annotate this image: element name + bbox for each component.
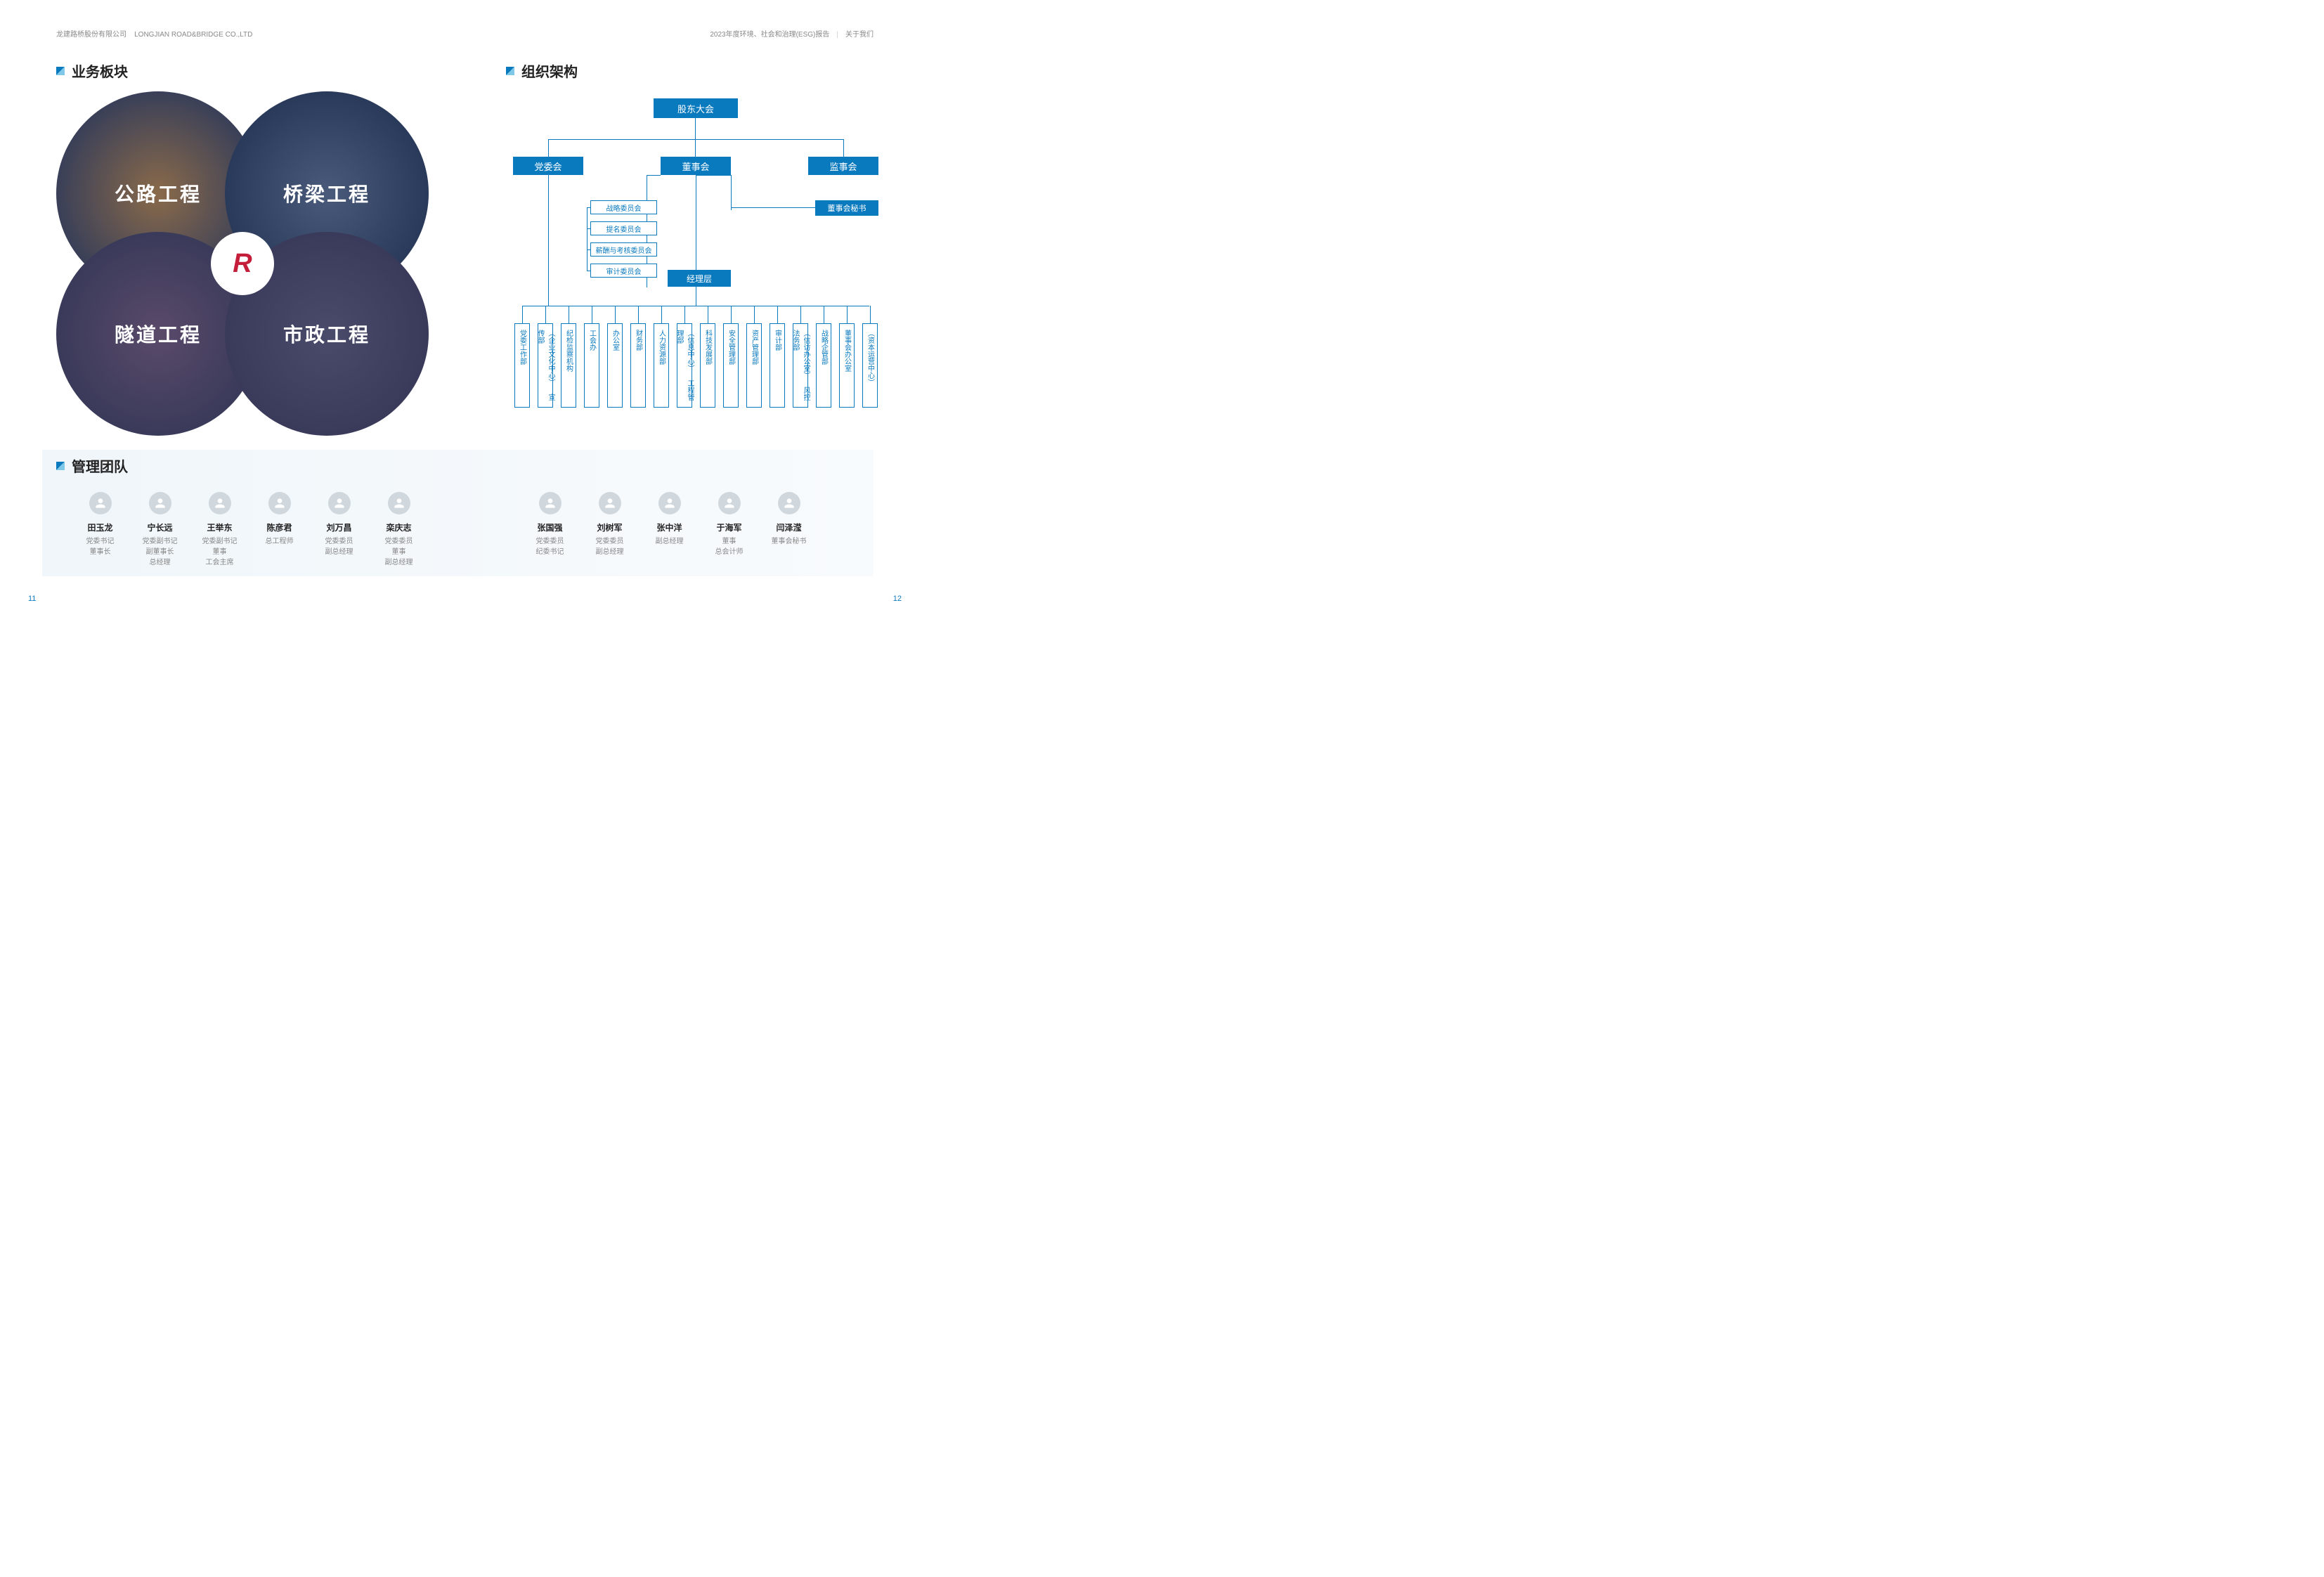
avatar-icon [599,492,621,514]
avatar-icon [209,492,231,514]
member-title: 党委副书记 副董事长 总经理 [130,536,190,568]
avatar-icon [89,492,112,514]
member-title: 副总经理 [640,536,699,547]
team-member: 宁长远 党委副书记 副董事长 总经理 [130,492,190,568]
member-title: 总工程师 [249,536,309,547]
member-title: 党委委员 董事 副总经理 [369,536,429,568]
avatar-icon [328,492,351,514]
avatar-icon [778,492,800,514]
team-row-right: 张国强 党委委员 纪委书记 刘树军 党委委员 副总经理 张中洋 副总经理 于海军… [520,492,819,557]
avatar-icon [388,492,410,514]
member-name: 闫泽滢 [759,521,819,533]
avatar-icon [658,492,681,514]
team-member: 张中洋 副总经理 [640,492,699,557]
member-name: 张国强 [520,521,580,533]
org-chart: 股东大会 党委会 董事会 监事会 战略委员会 提名委员会 薪酬与考核委员会 审计… [506,98,885,422]
member-title: 党委委员 副总经理 [309,536,369,557]
team-member: 栾庆志 党委委员 董事 副总经理 [369,492,429,568]
header-left: 龙建路桥股份有限公司 LONGJIAN ROAD&BRIDGE CO.,LTD [56,28,252,39]
team-member: 于海军 董事 总会计师 [699,492,759,557]
org-dept-2: 纪检监察机构 [561,323,576,408]
org-dept-5: 财务部 [630,323,646,408]
member-name: 刘万昌 [309,521,369,533]
venn-center-logo: R [211,232,274,295]
avatar-icon [268,492,291,514]
org-l2-board: 董事会 [661,157,731,175]
member-title: 党委委员 副总经理 [580,536,640,557]
team-member: 张国强 党委委员 纪委书记 [520,492,580,557]
org-dept-0: 党委工作部 [514,323,530,408]
page-number-right: 12 [893,595,902,603]
section-title-business: 业务板块 [56,60,128,81]
org-dept-11: 审计部 [770,323,785,408]
member-name: 田玉龙 [70,521,130,533]
business-venn: 公路工程 桥梁工程 隧道工程 市政工程 R [42,91,443,436]
org-dept-13: 战略企管部 [816,323,831,408]
member-title: 董事 总会计师 [699,536,759,557]
org-dept-1: （企业文化中心） 宣传部 [538,323,553,408]
org-dept-10: 资产管理部 [746,323,762,408]
org-l2-supervisor: 监事会 [808,157,878,175]
org-dept-7: （信息中心） 工程管理部 [677,323,692,408]
header-right: 2023年度环境、社会和治理(ESG)报告|关于我们 [710,28,874,39]
org-l2-party: 党委会 [513,157,583,175]
org-l1-shareholders: 股东大会 [654,98,738,118]
org-dept-4: 办公室 [607,323,623,408]
org-dept-9: 安全管理部 [723,323,739,408]
org-dept-14: 董事会办公室 [839,323,855,408]
member-name: 王举东 [190,521,249,533]
team-member: 陈彦君 总工程师 [249,492,309,568]
avatar-icon [718,492,741,514]
section-title-org: 组织架构 [506,60,578,81]
org-management: 经理层 [668,270,731,287]
org-secretary: 董事会秘书 [815,200,878,216]
member-title: 党委副书记 董事 工会主席 [190,536,249,568]
org-committee-compensation: 薪酬与考核委员会 [590,242,657,257]
member-name: 张中洋 [640,521,699,533]
avatar-icon [539,492,561,514]
team-member: 王举东 党委副书记 董事 工会主席 [190,492,249,568]
member-name: 于海军 [699,521,759,533]
org-committee-audit: 审计委员会 [590,264,657,278]
page-number-left: 11 [28,595,36,603]
member-title: 党委委员 纪委书记 [520,536,580,557]
member-name: 栾庆志 [369,521,429,533]
member-name: 宁长远 [130,521,190,533]
member-title: 董事会秘书 [759,536,819,547]
org-committee-nomination: 提名委员会 [590,221,657,235]
team-member: 刘万昌 党委委员 副总经理 [309,492,369,568]
org-dept-6: 人力资源部 [654,323,669,408]
team-row-left: 田玉龙 党委书记 董事长 宁长远 党委副书记 副董事长 总经理 王举东 党委副书… [70,492,429,568]
team-member: 田玉龙 党委书记 董事长 [70,492,130,568]
org-dept-8: 科技发展部 [700,323,715,408]
member-title: 党委书记 董事长 [70,536,130,557]
org-dept-12: （信访办公室） 风控法务部 [793,323,808,408]
member-name: 刘树军 [580,521,640,533]
team-member: 闫泽滢 董事会秘书 [759,492,819,557]
section-title-team: 管理团队 [56,455,128,476]
org-committee-strategy: 战略委员会 [590,200,657,214]
member-name: 陈彦君 [249,521,309,533]
team-member: 刘树军 党委委员 副总经理 [580,492,640,557]
org-dept-15: （资本运营中心） [862,323,878,408]
avatar-icon [149,492,171,514]
org-dept-3: 工会办 [584,323,599,408]
